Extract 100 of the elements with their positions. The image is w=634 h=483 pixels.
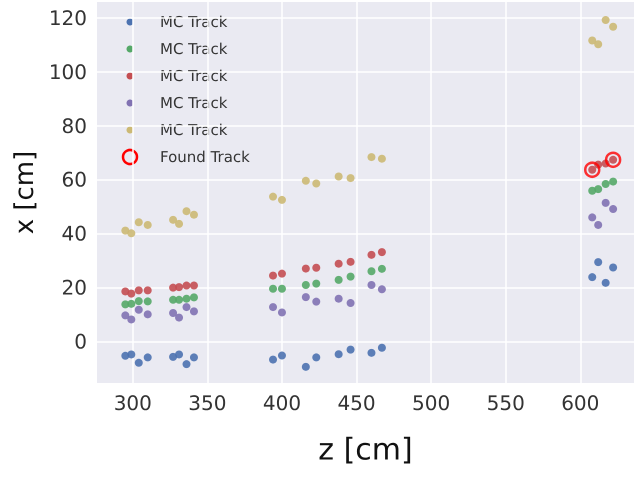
point	[278, 270, 286, 278]
point	[367, 280, 376, 289]
x-tick-label: 600	[561, 391, 600, 415]
point	[378, 264, 386, 273]
point	[367, 250, 376, 259]
point	[334, 260, 343, 268]
point	[175, 350, 184, 358]
point	[134, 297, 143, 306]
point	[182, 303, 190, 312]
y-tick-label: 80	[62, 114, 87, 138]
point	[346, 272, 355, 281]
point	[134, 286, 143, 294]
point	[588, 213, 596, 222]
point	[134, 306, 143, 314]
point	[278, 284, 286, 293]
point	[334, 172, 343, 180]
y-tick-label: 20	[62, 275, 87, 300]
y-tick-label: 40	[62, 222, 87, 246]
point	[175, 220, 184, 228]
point	[302, 176, 310, 185]
point	[144, 353, 152, 362]
point	[127, 229, 136, 238]
point	[584, 162, 600, 178]
point	[144, 220, 152, 229]
point	[182, 360, 190, 368]
point	[594, 185, 602, 194]
point	[175, 283, 184, 292]
point	[378, 248, 386, 256]
point	[312, 264, 320, 272]
point	[269, 303, 278, 312]
point	[334, 276, 343, 284]
x-tick-label: 500	[412, 391, 450, 415]
y-tick-label: 100	[48, 60, 87, 84]
point	[302, 280, 310, 289]
point	[602, 16, 610, 24]
point	[169, 308, 178, 317]
point	[121, 311, 130, 320]
point	[367, 267, 376, 276]
point	[367, 153, 376, 162]
point	[346, 346, 355, 354]
y-tick-label: 0	[74, 329, 87, 354]
x-tick-label: 350	[188, 391, 226, 415]
x-tick-label: 450	[337, 391, 376, 415]
point	[334, 294, 343, 303]
point	[182, 207, 190, 216]
point	[594, 40, 602, 48]
point	[378, 344, 386, 352]
point	[121, 226, 130, 235]
point	[609, 178, 618, 186]
point	[302, 264, 310, 273]
point	[269, 192, 278, 201]
x-tick-label: 550	[486, 391, 525, 415]
y-tick-label: 120	[48, 6, 87, 30]
point	[269, 284, 278, 293]
x-tick-label: 300	[114, 391, 152, 415]
point	[127, 300, 136, 308]
point	[302, 293, 310, 302]
point	[278, 196, 286, 204]
point	[190, 353, 198, 362]
point	[346, 299, 355, 308]
point	[594, 258, 602, 266]
point	[175, 314, 184, 322]
point	[302, 362, 310, 371]
legend-label: Found Track	[160, 148, 250, 166]
point	[602, 278, 610, 287]
point	[182, 282, 190, 290]
point	[604, 152, 622, 168]
point	[602, 180, 610, 188]
point	[312, 179, 320, 188]
point	[609, 263, 618, 272]
point	[175, 296, 184, 304]
point	[609, 205, 618, 214]
point	[312, 280, 320, 288]
point	[144, 310, 152, 318]
y-tick-label: 60	[62, 168, 87, 192]
point	[190, 293, 198, 302]
point	[144, 297, 152, 306]
point	[169, 352, 178, 361]
point	[269, 356, 278, 364]
point	[169, 216, 178, 224]
point	[312, 298, 320, 306]
point	[134, 218, 143, 226]
point	[127, 350, 136, 358]
point	[346, 174, 355, 182]
point	[588, 273, 596, 282]
point	[127, 315, 136, 324]
point	[134, 358, 143, 367]
point	[609, 22, 618, 31]
point	[312, 353, 320, 362]
point	[190, 210, 198, 219]
point	[334, 350, 343, 358]
point	[182, 294, 190, 303]
y-axis-title: x [cm]	[10, 150, 40, 234]
point	[278, 352, 286, 360]
point	[269, 272, 278, 280]
point	[190, 307, 198, 316]
point	[594, 220, 602, 229]
point	[367, 348, 376, 357]
point	[190, 282, 198, 290]
point	[278, 308, 286, 316]
